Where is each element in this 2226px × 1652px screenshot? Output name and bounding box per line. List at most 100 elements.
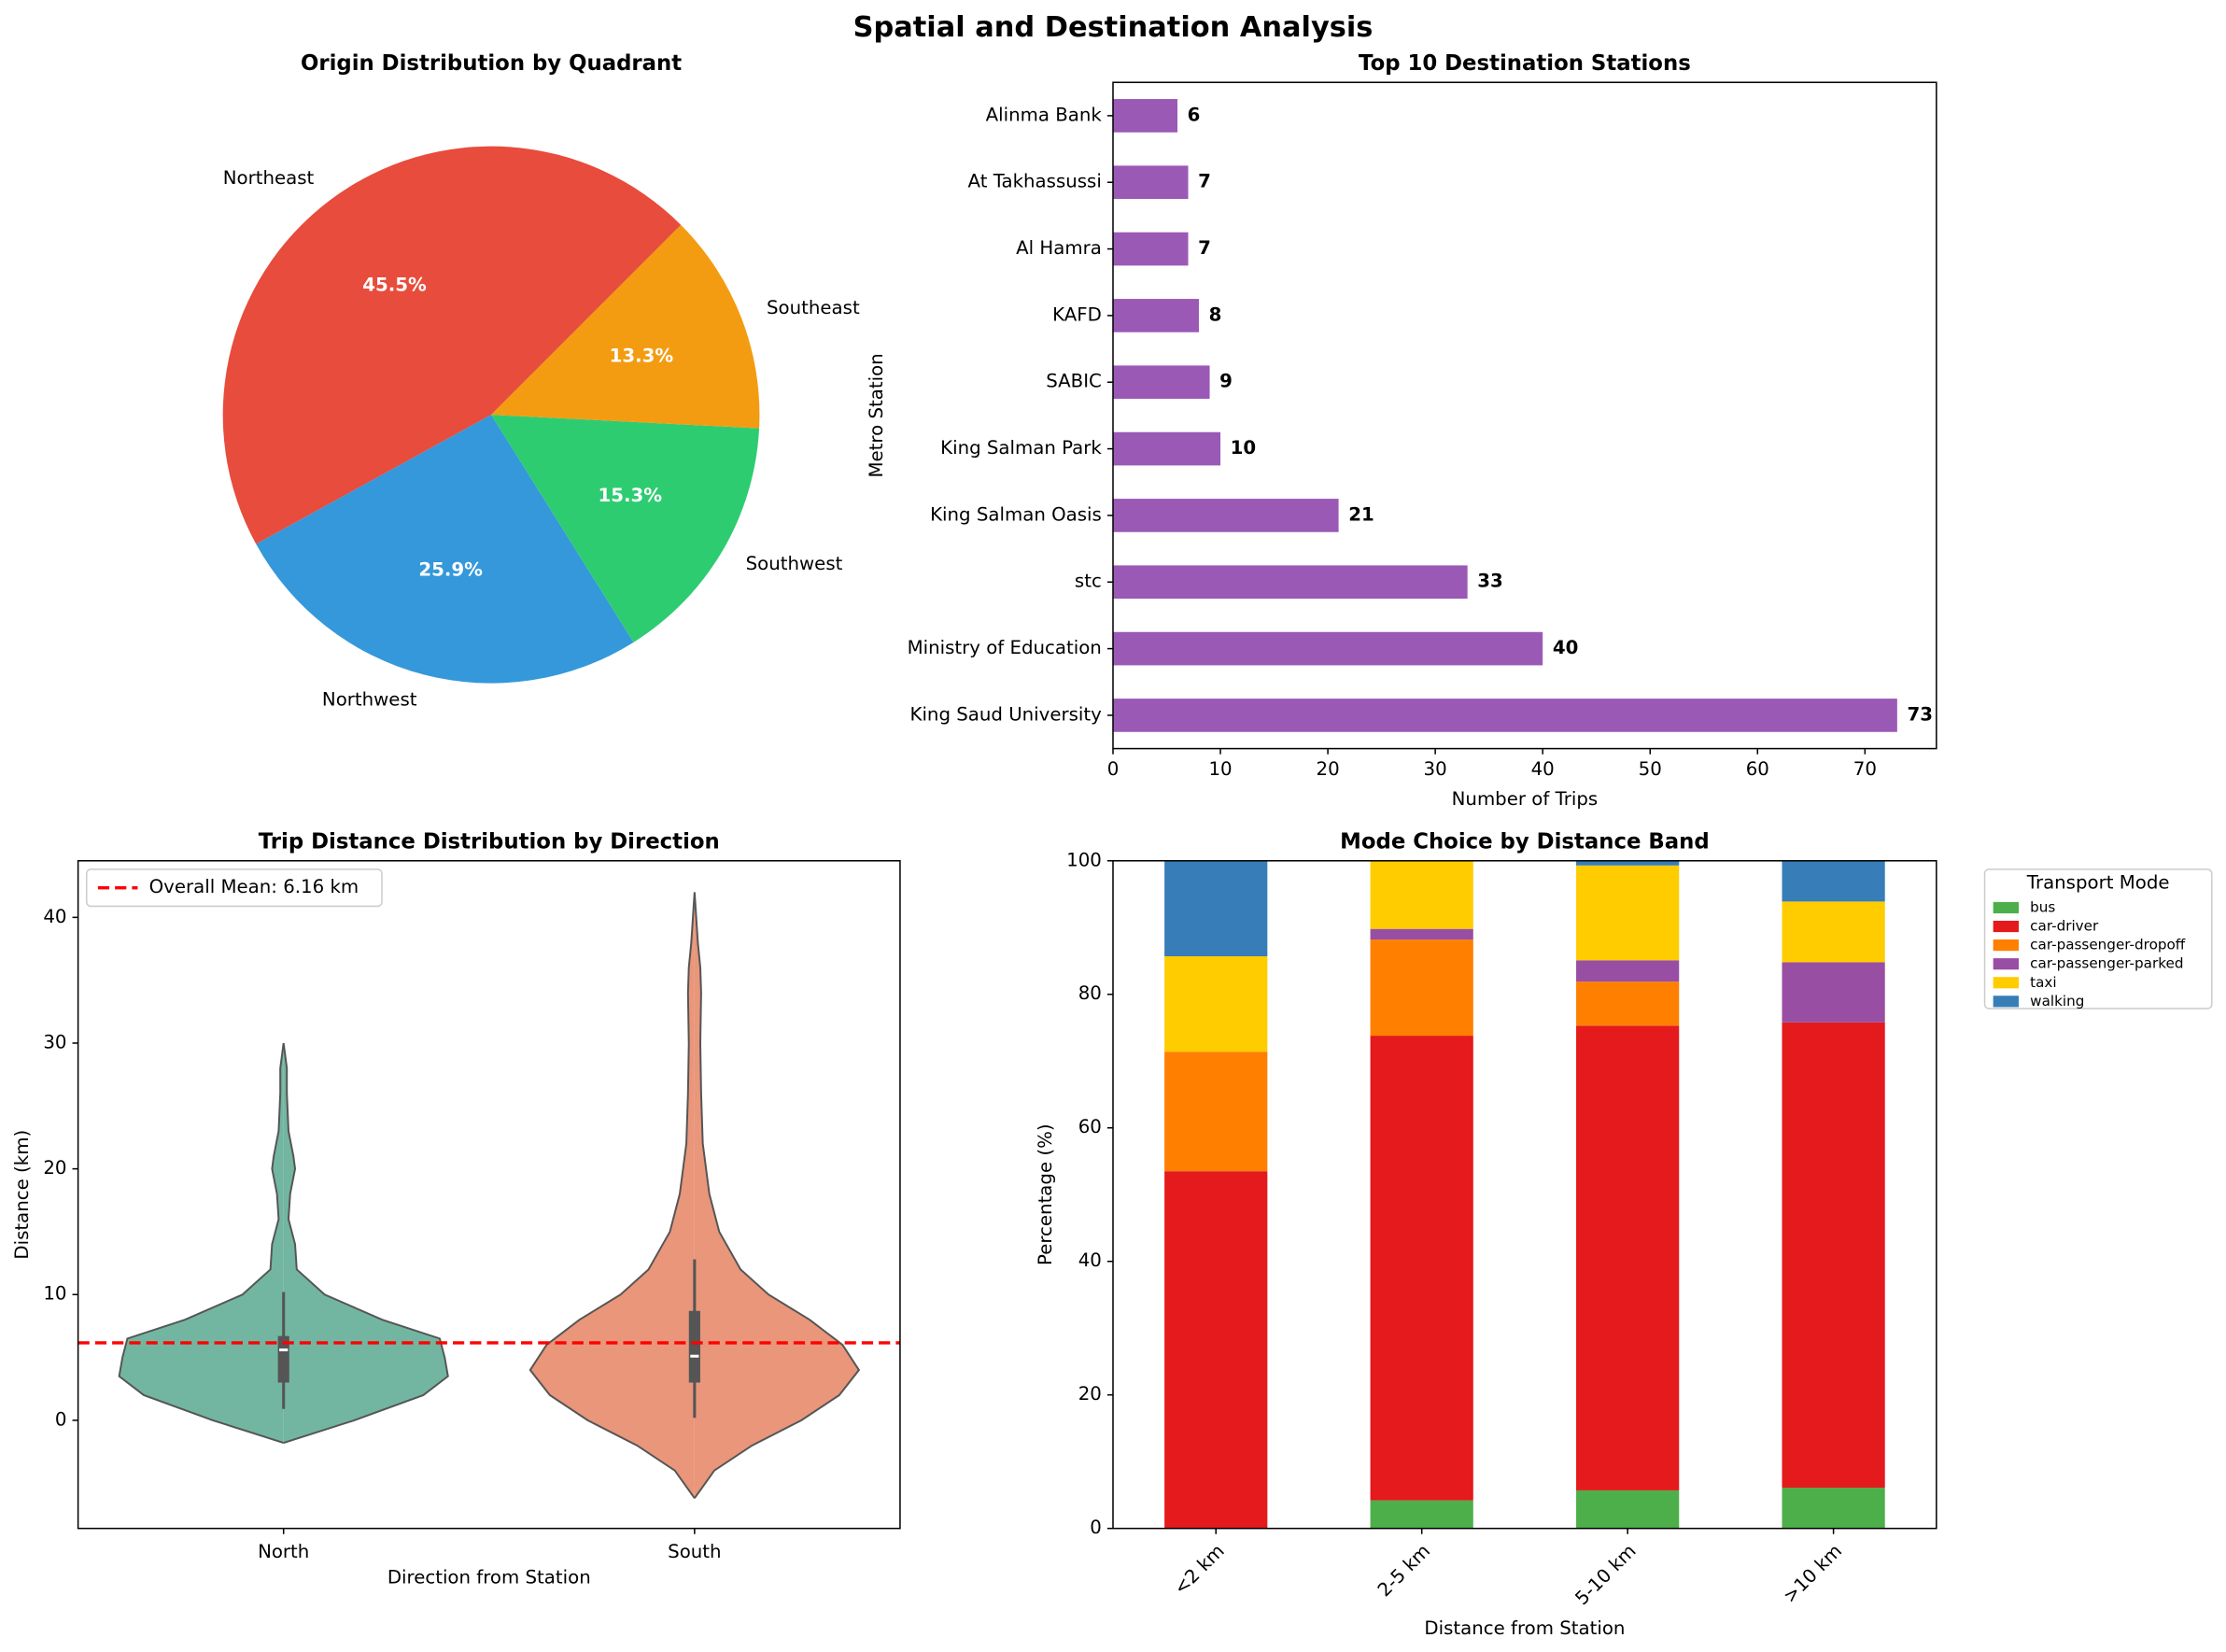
y-tick-label: 20 (43, 1157, 66, 1179)
value-label: 7 (1198, 237, 1211, 259)
x-tick-label: 40 (1531, 758, 1555, 780)
y-tick-label: King Saud University (910, 703, 1103, 725)
x-tick-label: 0 (1107, 758, 1120, 780)
bar-segment (1164, 860, 1268, 956)
figure-title: Spatial and Destination Analysis (853, 11, 1374, 44)
value-label: 21 (1348, 503, 1374, 525)
y-axis-label: Percentage (%) (1035, 1123, 1056, 1265)
box (277, 1335, 289, 1383)
pie-wedge (491, 224, 760, 429)
bar-segment (1370, 1036, 1473, 1501)
chart-title: Mode Choice by Distance Band (1340, 829, 1709, 854)
axes-frame (77, 860, 901, 1530)
bar (1113, 99, 1178, 133)
y-tick-label: stc (1075, 571, 1102, 592)
y-axis-label: Distance (km) (11, 1130, 33, 1260)
bar-segment (1164, 955, 1268, 1052)
x-tick-label: 70 (1853, 758, 1877, 780)
x-tick-label: North (258, 1541, 309, 1562)
legend-label: taxi (2030, 974, 2056, 991)
pie-label: Southwest (746, 553, 843, 574)
legend-title: Transport Mode (2026, 872, 2170, 894)
value-label: 10 (1231, 437, 1256, 459)
bar-segment (1782, 1488, 1885, 1529)
legend-swatch (1993, 995, 2020, 1008)
x-tick-label: 50 (1639, 758, 1662, 780)
pie-percent-label: 45.5% (362, 275, 427, 296)
axes-frame (1112, 81, 1937, 750)
bar (1113, 431, 1221, 466)
bar-segment (1370, 928, 1473, 940)
bar (1113, 365, 1210, 400)
bar-segment (1370, 1500, 1473, 1529)
y-tick-label: 40 (1078, 1250, 1102, 1271)
value-label: 9 (1219, 371, 1233, 392)
value-label: 33 (1477, 571, 1502, 592)
chart-title: Origin Distribution by Quadrant (301, 51, 682, 76)
bar-segment (1782, 1022, 1885, 1489)
y-tick-label: 100 (1066, 849, 1102, 870)
legend-swatch (1993, 920, 2020, 933)
violin-body (529, 892, 695, 1499)
bar-segment (1576, 860, 1680, 866)
pie-wedge (256, 415, 634, 684)
legend-label: bus (2030, 898, 2055, 915)
value-label: 8 (1209, 304, 1222, 325)
y-tick-label: 20 (1078, 1383, 1102, 1405)
y-tick-label: SABIC (1046, 371, 1102, 392)
legend-label: walking (2030, 993, 2084, 1010)
y-tick-label: At Takhassussi (968, 171, 1102, 192)
y-tick-label: 10 (43, 1283, 66, 1305)
pie-wedge (491, 415, 760, 642)
bar-segment (1576, 960, 1680, 982)
bar-segment (1576, 865, 1680, 961)
legend-swatch (1993, 901, 2020, 914)
y-tick-label: King Salman Oasis (930, 503, 1102, 525)
pie-label: Southeast (767, 297, 860, 318)
pie-percent-label: 15.3% (598, 485, 662, 506)
value-label: 6 (1188, 104, 1201, 125)
bar-segment (1164, 1052, 1268, 1172)
box (688, 1310, 700, 1383)
bar (1113, 299, 1200, 332)
legend-label: car-passenger-dropoff (2030, 937, 2186, 953)
x-axis-label: Number of Trips (1452, 788, 1598, 810)
pie-wedge (222, 146, 682, 544)
bar-segment (1370, 860, 1473, 929)
bar (1113, 631, 1543, 666)
bar (1113, 232, 1189, 266)
x-axis-label: Distance from Station (1424, 1617, 1625, 1639)
legend-box (1983, 868, 2213, 1010)
violin-outline (282, 1042, 449, 1445)
y-tick-label: Ministry of Education (908, 637, 1102, 658)
x-tick-label: 60 (1746, 758, 1769, 780)
legend-label: Overall Mean: 6.16 km (149, 876, 359, 897)
y-tick-label: 60 (1078, 1116, 1102, 1137)
bar-segment (1576, 981, 1680, 1026)
legend-box (85, 868, 383, 908)
bar (1113, 565, 1468, 600)
chart-title: Top 10 Destination Stations (1359, 51, 1691, 76)
pie-percent-label: 13.3% (610, 346, 674, 367)
violin-body (694, 892, 859, 1499)
bar-segment (1782, 901, 1885, 963)
y-axis-label: Metro Station (866, 353, 887, 477)
x-axis-label: Direction from Station (387, 1566, 591, 1588)
x-tick-label: 20 (1317, 758, 1340, 780)
y-tick-label: 0 (55, 1408, 67, 1430)
x-tick-label: South (668, 1541, 721, 1562)
legend-swatch (1993, 958, 2020, 970)
y-tick-label: 40 (43, 906, 66, 927)
y-tick-label: Al Hamra (1016, 237, 1102, 259)
y-tick-label: 80 (1078, 982, 1102, 1004)
legend-swatch (1993, 977, 2020, 989)
bar-segment (1782, 860, 1885, 902)
bar-segment (1576, 1490, 1680, 1529)
value-label: 7 (1198, 171, 1211, 192)
axes-frame (1112, 860, 1937, 1530)
y-tick-label: 0 (1090, 1517, 1102, 1538)
bar-segment (1782, 962, 1885, 1023)
bar (1113, 499, 1339, 532)
